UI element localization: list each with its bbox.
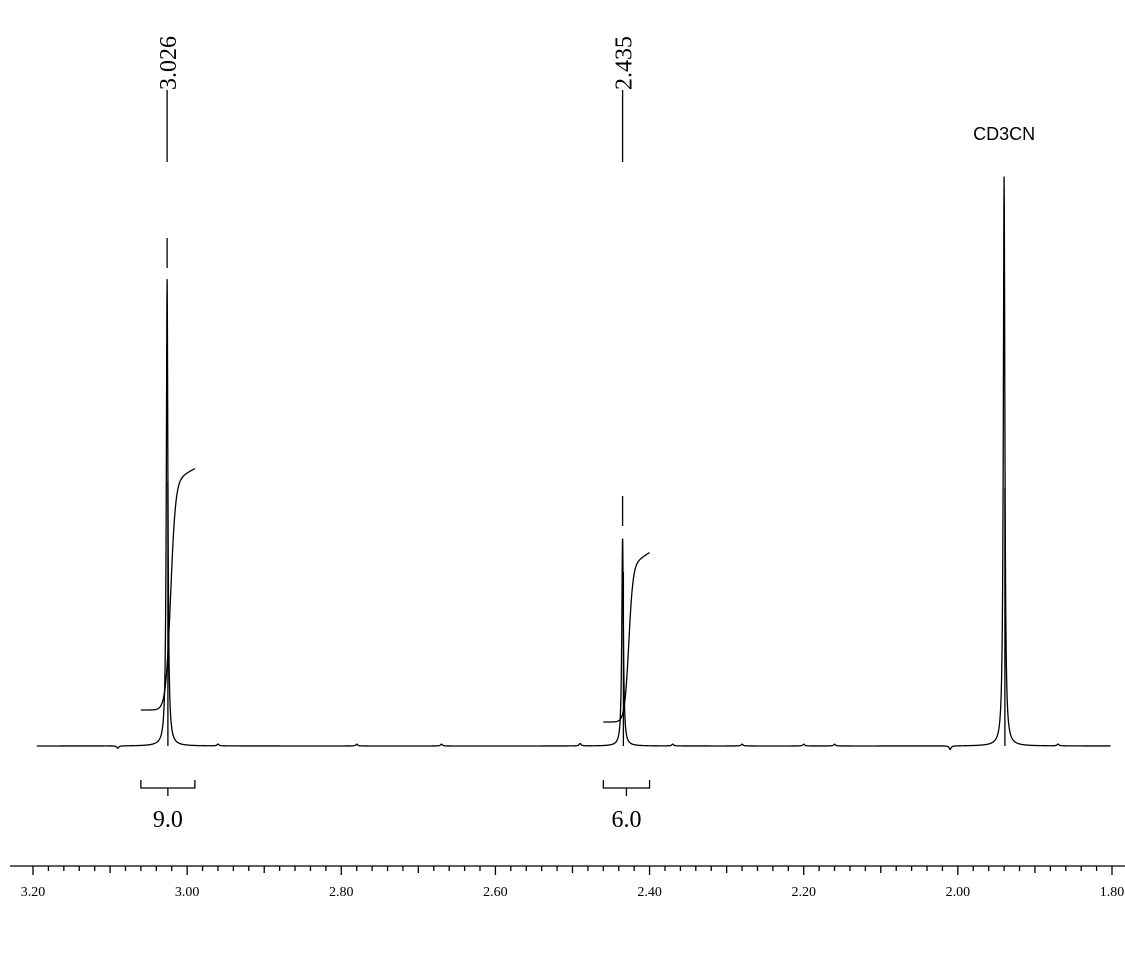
peak-shift-label: 2.435	[612, 36, 638, 90]
peak-shift-label: 3.026	[156, 36, 182, 90]
x-axis: 3.20 3.00 2.80 2.60 2.40 2.20 2.00 1.80	[10, 865, 1125, 900]
x-tick-label: 2.20	[791, 885, 816, 900]
x-tick-label: 1.80	[1100, 885, 1125, 900]
x-tick-label: 2.80	[329, 885, 354, 900]
integral-curve	[140, 467, 196, 711]
integrals: 9.0 6.0	[140, 467, 651, 833]
spectrum-line	[36, 176, 1111, 751]
x-tick-label: 3.00	[175, 885, 200, 900]
x-tick-label: 3.20	[21, 885, 46, 900]
x-tick-label: 2.60	[483, 885, 508, 900]
integral-value-label: 6.0	[611, 807, 641, 833]
x-tick-label: 2.00	[946, 885, 971, 900]
integral-curve	[603, 551, 650, 723]
integral-bracket	[602, 780, 651, 789]
integral-bracket	[140, 780, 196, 789]
peak-labels: 3.026 2.435 CD3CN	[156, 36, 1035, 162]
spectrum-trace	[36, 176, 1111, 751]
solvent-peak-label: CD3CN	[973, 124, 1035, 144]
x-tick-label: 2.40	[637, 885, 662, 900]
integral-value-label: 9.0	[153, 807, 183, 833]
